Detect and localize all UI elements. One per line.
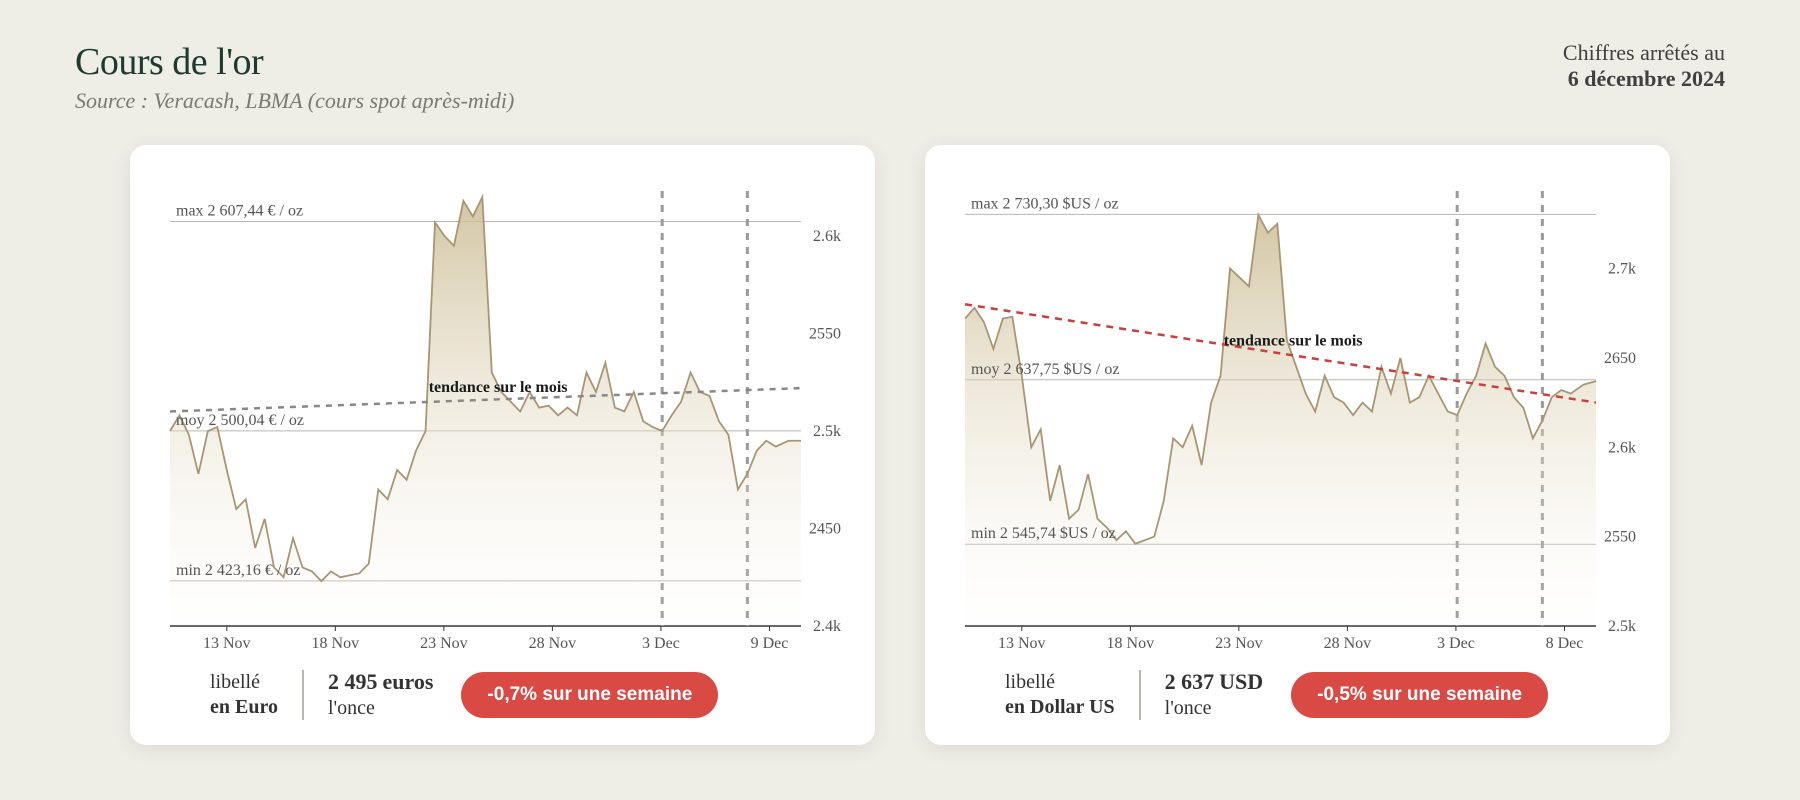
svg-text:2.5k: 2.5k bbox=[813, 423, 841, 440]
price-eur: 2 495 euros l'once bbox=[328, 668, 461, 721]
svg-text:28 Nov: 28 Nov bbox=[1324, 635, 1372, 652]
date-value: 6 décembre 2024 bbox=[1563, 66, 1725, 92]
svg-text:2.6k: 2.6k bbox=[813, 228, 841, 245]
footer-divider bbox=[1139, 670, 1141, 720]
svg-text:tendance sur le mois: tendance sur le mois bbox=[1224, 332, 1363, 349]
svg-text:23 Nov: 23 Nov bbox=[420, 635, 468, 652]
price-usd: 2 637 USD l'once bbox=[1165, 668, 1292, 721]
svg-text:max 2 607,44 € / oz: max 2 607,44 € / oz bbox=[176, 202, 303, 219]
price-sub: l'once bbox=[1165, 697, 1212, 719]
svg-text:8 Dec: 8 Dec bbox=[1546, 635, 1584, 652]
source-text: Source : Veracash, LBMA (cours spot aprè… bbox=[75, 88, 514, 114]
svg-text:3 Dec: 3 Dec bbox=[1437, 635, 1475, 652]
chart-usd-svg: 2.5k 2550 2.6k 2650 2.7k 13 Nov 18 Nov 23 Nov 28… bbox=[955, 169, 1640, 656]
svg-text:13 Nov: 13 Nov bbox=[998, 635, 1046, 652]
page-header: Cours de l'or Source : Veracash, LBMA (c… bbox=[75, 40, 1725, 114]
price-unit: euros bbox=[382, 669, 433, 694]
footer-divider bbox=[302, 670, 304, 720]
change-pill-eur: -0,7% sur une semaine bbox=[461, 672, 718, 718]
date-label: Chiffres arrêtés au bbox=[1563, 40, 1725, 66]
svg-text:9 Dec: 9 Dec bbox=[751, 635, 789, 652]
price-value: 2 495 bbox=[328, 669, 378, 694]
chart-eur-svg: 2.4k 2450 2.5k 2550 2.6k 13 Nov 18 Nov 23 Nov 28… bbox=[160, 169, 845, 656]
svg-text:2.5k: 2.5k bbox=[1608, 618, 1636, 635]
svg-text:max 2 730,30 $US / oz: max 2 730,30 $US / oz bbox=[971, 195, 1119, 212]
footer-eur: libellé en Euro 2 495 euros l'once -0,7%… bbox=[160, 668, 845, 721]
card-eur: 2.4k 2450 2.5k 2550 2.6k 13 Nov 18 Nov 23 Nov 28… bbox=[130, 145, 875, 745]
chart-eur: 2.4k 2450 2.5k 2550 2.6k 13 Nov 18 Nov 23 Nov 28… bbox=[160, 169, 845, 656]
change-pill-usd: -0,5% sur une semaine bbox=[1291, 672, 1548, 718]
svg-text:3 Dec: 3 Dec bbox=[642, 635, 680, 652]
svg-text:13 Nov: 13 Nov bbox=[203, 635, 251, 652]
price-unit: USD bbox=[1219, 669, 1263, 694]
svg-text:min 2 423,16 € / oz: min 2 423,16 € / oz bbox=[176, 562, 300, 579]
svg-text:23 Nov: 23 Nov bbox=[1215, 635, 1263, 652]
price-sub: l'once bbox=[328, 697, 375, 719]
svg-text:28 Nov: 28 Nov bbox=[529, 635, 577, 652]
svg-text:2.6k: 2.6k bbox=[1608, 439, 1636, 456]
chart-usd: 2.5k 2550 2.6k 2650 2.7k 13 Nov 18 Nov 23 Nov 28… bbox=[955, 169, 1640, 656]
card-usd: 2.5k 2550 2.6k 2650 2.7k 13 Nov 18 Nov 23 Nov 28… bbox=[925, 145, 1670, 745]
svg-text:2.7k: 2.7k bbox=[1608, 261, 1636, 278]
svg-text:2550: 2550 bbox=[1604, 529, 1636, 546]
currency-label-eur: libellé en Euro bbox=[210, 670, 302, 720]
svg-text:2.4k: 2.4k bbox=[813, 618, 841, 635]
svg-text:moy 2 500,04 € / oz: moy 2 500,04 € / oz bbox=[176, 412, 304, 429]
svg-text:18 Nov: 18 Nov bbox=[1107, 635, 1155, 652]
price-value: 2 637 bbox=[1165, 669, 1215, 694]
svg-text:moy 2 637,75 $US / oz: moy 2 637,75 $US / oz bbox=[971, 361, 1119, 378]
currency-line1: libellé bbox=[1005, 671, 1055, 693]
svg-text:18 Nov: 18 Nov bbox=[312, 635, 360, 652]
currency-line2: en Euro bbox=[210, 696, 278, 718]
page-title: Cours de l'or bbox=[75, 40, 514, 84]
currency-label-usd: libellé en Dollar US bbox=[1005, 670, 1139, 720]
svg-text:2450: 2450 bbox=[809, 521, 841, 538]
title-block: Cours de l'or Source : Veracash, LBMA (c… bbox=[75, 40, 514, 114]
svg-text:tendance sur le mois: tendance sur le mois bbox=[429, 379, 568, 396]
footer-usd: libellé en Dollar US 2 637 USD l'once -0… bbox=[955, 668, 1640, 721]
currency-line2: en Dollar US bbox=[1005, 696, 1115, 718]
svg-text:min 2 545,74 $US / oz: min 2 545,74 $US / oz bbox=[971, 525, 1116, 542]
svg-text:2650: 2650 bbox=[1604, 350, 1636, 367]
currency-line1: libellé bbox=[210, 671, 260, 693]
svg-text:2550: 2550 bbox=[809, 326, 841, 343]
date-block: Chiffres arrêtés au 6 décembre 2024 bbox=[1563, 40, 1725, 92]
chart-panels: 2.4k 2450 2.5k 2550 2.6k 13 Nov 18 Nov 23 Nov 28… bbox=[130, 145, 1670, 745]
